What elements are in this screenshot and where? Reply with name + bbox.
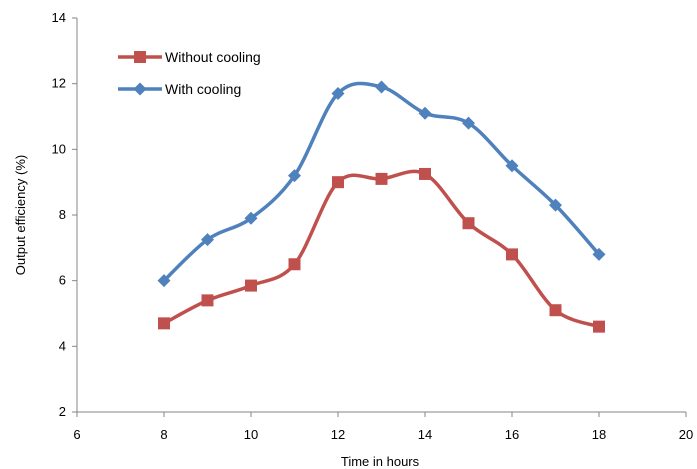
x-tick-label: 16 xyxy=(505,427,519,442)
x-tick-label: 12 xyxy=(331,427,345,442)
data-point xyxy=(244,211,258,225)
y-tick-label: 4 xyxy=(59,338,66,353)
x-tick-label: 6 xyxy=(73,427,80,442)
legend-item: With cooling xyxy=(118,81,241,97)
data-point xyxy=(418,106,432,120)
y-tick-label: 6 xyxy=(59,273,66,288)
data-point xyxy=(157,274,171,288)
data-point xyxy=(158,317,170,330)
y-tick-label: 12 xyxy=(52,76,66,91)
y-tick-label: 8 xyxy=(59,207,66,222)
legend: Without cooling With cooling xyxy=(118,49,261,97)
x-ticks: 6 8 10 12 14 16 18 20 xyxy=(73,412,693,442)
series-with-cooling xyxy=(157,80,606,288)
data-point xyxy=(462,217,475,230)
legend-marker xyxy=(134,51,146,63)
y-tick-label: 2 xyxy=(59,404,66,419)
series-layer xyxy=(157,80,606,333)
y-tick-label: 10 xyxy=(52,141,66,156)
data-point xyxy=(288,258,301,271)
data-point xyxy=(593,320,605,333)
data-point xyxy=(375,172,388,185)
y-axis-title: Output efficiency (%) xyxy=(13,155,28,275)
x-tick-label: 20 xyxy=(679,427,693,442)
legend-label: With cooling xyxy=(165,81,241,97)
y-tick-label: 14 xyxy=(52,10,66,25)
data-point xyxy=(245,279,257,292)
legend-marker xyxy=(133,82,147,96)
data-point xyxy=(549,304,562,317)
x-tick-label: 8 xyxy=(160,427,167,442)
x-tick-label: 14 xyxy=(418,427,432,442)
data-point xyxy=(331,87,345,101)
data-point xyxy=(201,233,214,247)
y-ticks: 2 4 6 8 10 12 14 xyxy=(52,10,77,419)
legend-item: Without cooling xyxy=(118,49,261,65)
data-point xyxy=(506,248,518,261)
series-line xyxy=(162,169,601,329)
data-point xyxy=(375,80,388,94)
data-point xyxy=(288,169,301,183)
data-point xyxy=(592,247,606,261)
data-point xyxy=(505,159,519,173)
data-point xyxy=(332,176,344,189)
data-point xyxy=(201,294,214,307)
data-point xyxy=(549,198,562,212)
x-axis-title: Time in hours xyxy=(341,454,420,469)
x-tick-label: 18 xyxy=(592,427,606,442)
data-point xyxy=(462,116,475,130)
series-without-cooling xyxy=(158,167,605,333)
legend-label: Without cooling xyxy=(165,49,261,65)
x-tick-label: 10 xyxy=(244,427,258,442)
data-point xyxy=(419,167,431,180)
